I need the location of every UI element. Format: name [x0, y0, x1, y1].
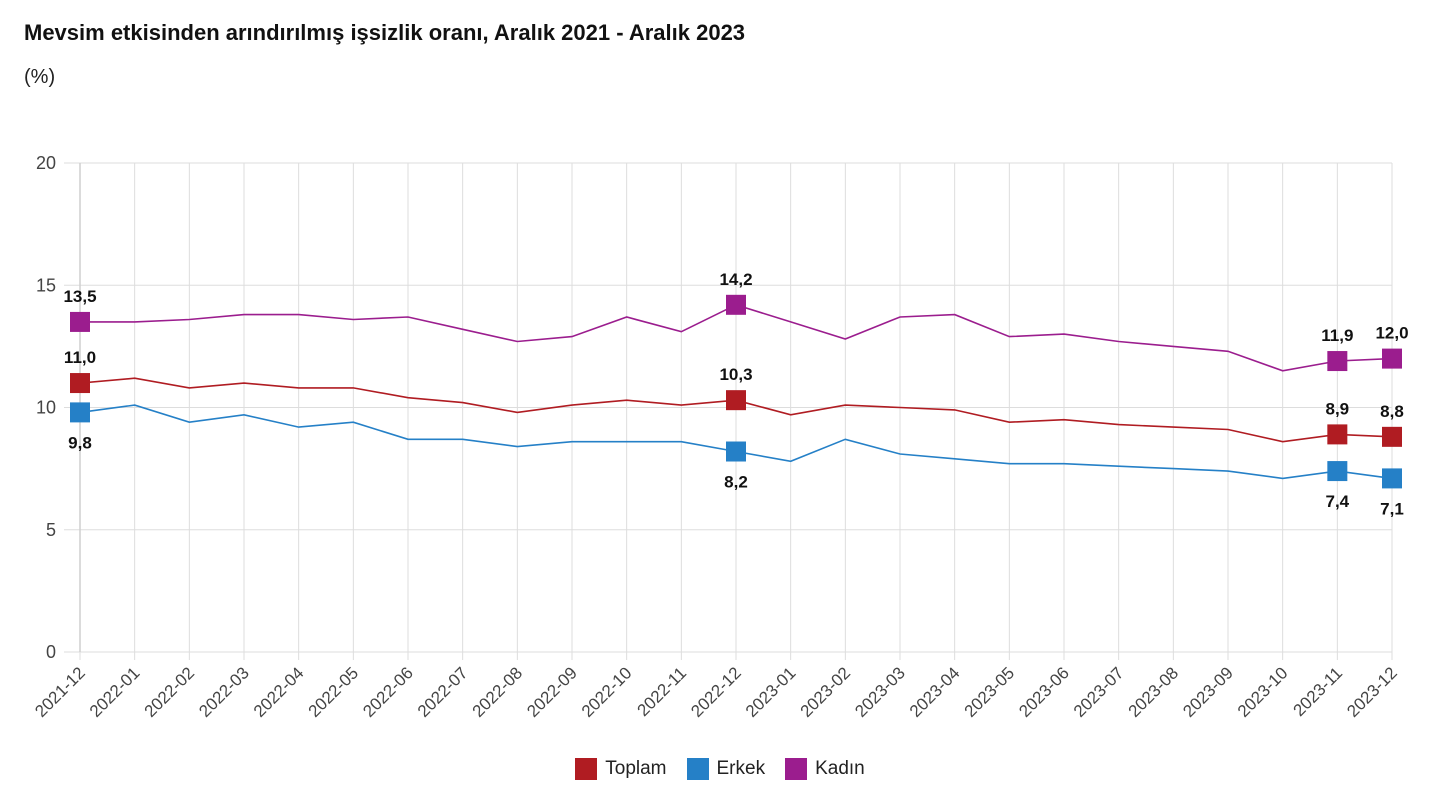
marker-erkek — [70, 402, 90, 423]
x-tick-label: 2022-07 — [414, 663, 472, 721]
legend-label-erkek: Erkek — [716, 758, 766, 779]
y-tick-label: 20 — [36, 153, 56, 173]
data-label-erkek: 7,4 — [1326, 492, 1350, 511]
chart-unit: (%) — [24, 66, 56, 88]
marker-kadin — [1327, 351, 1348, 372]
x-tick-label: 2022-11 — [633, 663, 690, 720]
data-label-kadin: 11,9 — [1321, 326, 1353, 345]
data-label-erkek: 7,1 — [1380, 499, 1404, 518]
line-chart: 051015202021-122022-012022-022022-032022… — [31, 153, 1408, 721]
x-tick-label: 2023-08 — [1125, 663, 1183, 721]
marker-erkek — [1382, 468, 1402, 489]
x-tick-label: 2023-02 — [797, 663, 855, 721]
data-label-erkek: 8,2 — [724, 473, 748, 492]
legend-swatch-erkek — [686, 758, 709, 780]
data-label-erkek: 9,8 — [68, 433, 92, 452]
x-tick-label: 2023-11 — [1289, 663, 1346, 720]
x-tick-label: 2022-09 — [523, 663, 581, 721]
legend-item-erkek[interactable]: Erkek — [686, 758, 766, 780]
legend: Toplam Erkek Kadın — [0, 758, 1440, 780]
data-label-kadin: 12,0 — [1375, 324, 1408, 343]
legend-item-kadin[interactable]: Kadın — [785, 758, 865, 780]
x-tick-label: 2022-01 — [86, 663, 144, 721]
data-label-kadin: 13,5 — [63, 287, 96, 306]
x-tick-label: 2023-05 — [961, 663, 1019, 721]
y-tick-label: 10 — [36, 398, 56, 418]
y-tick-label: 15 — [36, 275, 56, 295]
x-tick-label: 2023-03 — [851, 663, 909, 721]
marker-toplam — [1327, 424, 1348, 445]
y-tick-label: 0 — [46, 642, 56, 662]
x-tick-label: 2022-04 — [250, 663, 308, 721]
x-tick-label: 2023-10 — [1234, 663, 1292, 721]
x-tick-label: 2023-06 — [1015, 663, 1073, 721]
x-tick-label: 2022-06 — [359, 663, 417, 721]
x-tick-label: 2023-09 — [1179, 663, 1237, 721]
x-tick-label: 2022-02 — [141, 663, 199, 721]
marker-toplam — [1382, 426, 1402, 447]
data-label-toplam: 8,8 — [1380, 402, 1404, 421]
legend-swatch-kadin — [785, 758, 808, 780]
legend-item-toplam[interactable]: Toplam — [575, 758, 667, 780]
legend-label-toplam: Toplam — [605, 758, 667, 779]
x-tick-label: 2023-01 — [742, 663, 800, 721]
marker-erkek — [726, 441, 746, 462]
marker-kadin — [1382, 348, 1402, 369]
data-label-toplam: 10,3 — [719, 365, 752, 384]
x-tick-label: 2023-07 — [1070, 663, 1128, 721]
legend-label-kadin: Kadın — [815, 758, 865, 779]
x-tick-label: 2021-12 — [31, 663, 89, 721]
x-tick-label: 2023-04 — [906, 663, 964, 721]
data-label-toplam: 8,9 — [1326, 399, 1350, 418]
legend-swatch-toplam — [575, 758, 598, 780]
x-tick-label: 2022-05 — [305, 663, 363, 721]
marker-erkek — [1327, 461, 1348, 482]
marker-kadin — [726, 294, 746, 315]
y-tick-label: 5 — [46, 520, 56, 540]
x-tick-label: 2022-08 — [469, 663, 527, 721]
marker-toplam — [70, 373, 90, 394]
marker-kadin — [70, 311, 90, 332]
marker-toplam — [726, 390, 746, 411]
data-label-toplam: 11,0 — [64, 348, 96, 367]
x-tick-label: 2022-03 — [195, 663, 253, 721]
chart-title: Mevsim etkisinden arındırılmış işsizlik … — [24, 20, 746, 45]
data-label-kadin: 14,2 — [719, 270, 752, 289]
x-tick-label: 2022-12 — [687, 663, 745, 721]
x-tick-label: 2023-12 — [1343, 663, 1401, 721]
x-tick-label: 2022-10 — [578, 663, 636, 721]
